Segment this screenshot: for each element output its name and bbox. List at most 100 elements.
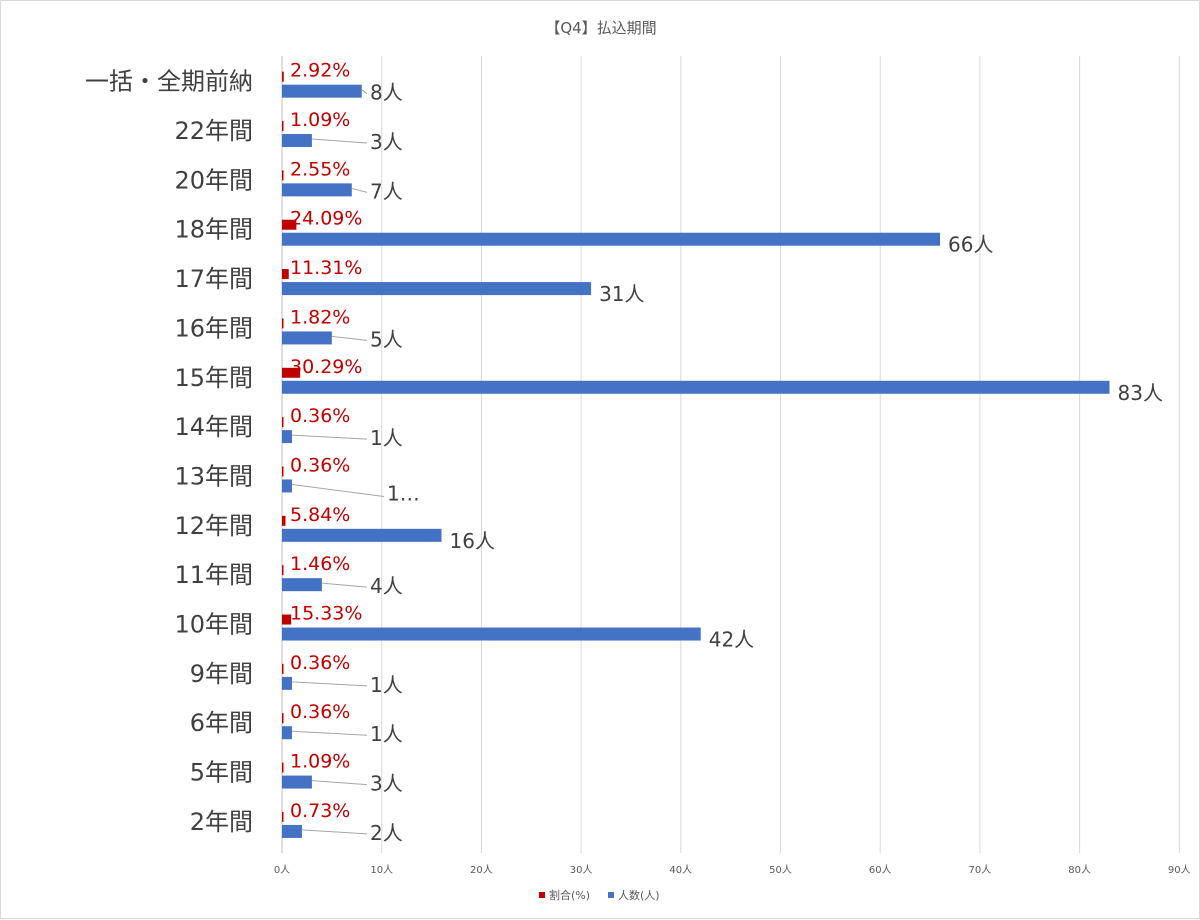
x-tick-label: 60人 — [869, 864, 892, 876]
legend-swatch-count — [608, 892, 614, 898]
category-label: 22年間 — [174, 117, 253, 145]
legend-label-count: 人数(人) — [618, 889, 660, 902]
ratio-data-label: 15.33% — [290, 603, 362, 625]
ratio-data-label: 2.55% — [290, 158, 350, 180]
legend-swatch-ratio — [539, 892, 545, 898]
bar-ratio — [282, 269, 289, 280]
bar-ratio — [282, 713, 284, 724]
bar-ratio — [282, 515, 286, 526]
x-tick-label: 70人 — [969, 864, 992, 876]
bar-ratio — [282, 417, 284, 428]
bar-count — [282, 528, 442, 542]
bar-ratio — [282, 565, 284, 576]
bar-count — [282, 331, 332, 345]
bar-ratio — [282, 663, 284, 674]
count-data-label: 1人 — [370, 722, 403, 746]
category-label: 18年間 — [174, 216, 253, 244]
category-label: 9年間 — [190, 660, 253, 688]
x-tick-label: 50人 — [769, 864, 792, 876]
bar-ratio — [282, 614, 292, 625]
ratio-data-label: 11.31% — [290, 257, 362, 279]
bar-ratio — [282, 71, 284, 82]
count-data-label: 31人 — [599, 282, 644, 306]
category-labels: 一括・全期前納 22年間 20年間 18年間 17年間 16年間 15年間 14年間 13年間 1… — [85, 68, 253, 836]
category-label: 14年間 — [174, 413, 253, 441]
ratio-data-label: 0.36% — [290, 454, 350, 476]
leader-line — [361, 89, 368, 95]
category-label: 11年間 — [174, 561, 253, 589]
leader-line — [311, 780, 368, 786]
category-label: 一括・全期前納 — [85, 68, 253, 96]
count-data-label: 2人 — [370, 821, 403, 845]
bar-ratio — [282, 762, 284, 773]
bar-ratio — [282, 219, 297, 230]
leader-line — [351, 187, 368, 193]
bar-ratio — [282, 170, 284, 181]
bar-count — [282, 134, 312, 148]
count-data-label: 5人 — [370, 327, 403, 351]
category-label: 17年間 — [174, 265, 253, 293]
ratio-data-label: 1.09% — [290, 109, 350, 131]
ratio-data-label: 0.36% — [290, 652, 350, 674]
bar-ratio — [282, 318, 284, 329]
ratio-data-label: 1.09% — [290, 751, 350, 773]
category-label: 5年間 — [190, 759, 253, 787]
bar-ratio — [282, 121, 284, 132]
bar-ratio — [282, 367, 301, 378]
ratio-data-label: 5.84% — [290, 504, 350, 526]
x-tick-label: 80人 — [1068, 864, 1091, 876]
bar-count — [282, 430, 292, 444]
x-tick-label: 20人 — [470, 864, 493, 876]
ratio-data-label: 24.09% — [290, 208, 362, 230]
data-labels: 2.92% 8人 1.09% 3人 2.55% 7人 24.09% 66人 11.31% 31人 1… — [290, 60, 1163, 845]
category-label: 16年間 — [174, 314, 253, 342]
category-label: 6年間 — [190, 709, 253, 737]
bar-count — [282, 775, 312, 789]
count-data-label: 8人 — [370, 81, 403, 105]
category-label: 12年間 — [174, 512, 253, 540]
leader-line — [301, 829, 368, 835]
x-tick-label: 30人 — [570, 864, 593, 876]
leader-line — [321, 582, 368, 588]
leader-lines — [291, 89, 385, 835]
category-label: 20年間 — [174, 166, 253, 194]
count-data-label: 3人 — [370, 130, 403, 154]
x-tick-label: 40人 — [669, 864, 692, 876]
ratio-data-label: 30.29% — [290, 356, 362, 378]
count-data-label: 66人 — [948, 233, 993, 257]
ratio-data-label: 1.82% — [290, 306, 350, 328]
count-data-label: 16人 — [450, 529, 495, 553]
leader-line — [291, 483, 385, 497]
category-label: 10年間 — [174, 611, 253, 639]
leader-line — [331, 335, 368, 341]
bar-count — [282, 183, 352, 197]
grid-lines — [281, 56, 1180, 853]
bar-count — [282, 380, 1110, 394]
ratio-data-label: 0.36% — [290, 701, 350, 723]
count-data-label: 3人 — [370, 772, 403, 796]
bar-count — [282, 84, 362, 98]
count-data-label: 42人 — [709, 628, 754, 652]
bar-ratio — [282, 466, 284, 477]
chart-title: 【Q4】払込期間 — [545, 19, 656, 37]
count-data-label: 7人 — [370, 179, 403, 203]
x-tick-label: 90人 — [1168, 864, 1191, 876]
bar-ratio — [282, 811, 284, 822]
bar-count — [282, 627, 701, 641]
leader-line — [291, 681, 368, 687]
bar-count — [282, 726, 292, 740]
count-data-label: 1人 — [370, 426, 403, 450]
legend-label-ratio: 割合(%) — [549, 888, 590, 902]
ratio-data-label: 0.73% — [290, 800, 350, 822]
ratio-data-label: 0.36% — [290, 405, 350, 427]
ratio-data-label: 2.92% — [290, 60, 350, 82]
legend: 割合(%) 人数(人) — [539, 888, 660, 902]
bar-count — [282, 824, 302, 838]
bar-count — [282, 676, 292, 690]
category-label: 15年間 — [174, 364, 253, 392]
x-tick-label: 10人 — [370, 864, 393, 876]
count-data-label: 1人 — [370, 673, 403, 697]
bar-count — [282, 232, 941, 246]
